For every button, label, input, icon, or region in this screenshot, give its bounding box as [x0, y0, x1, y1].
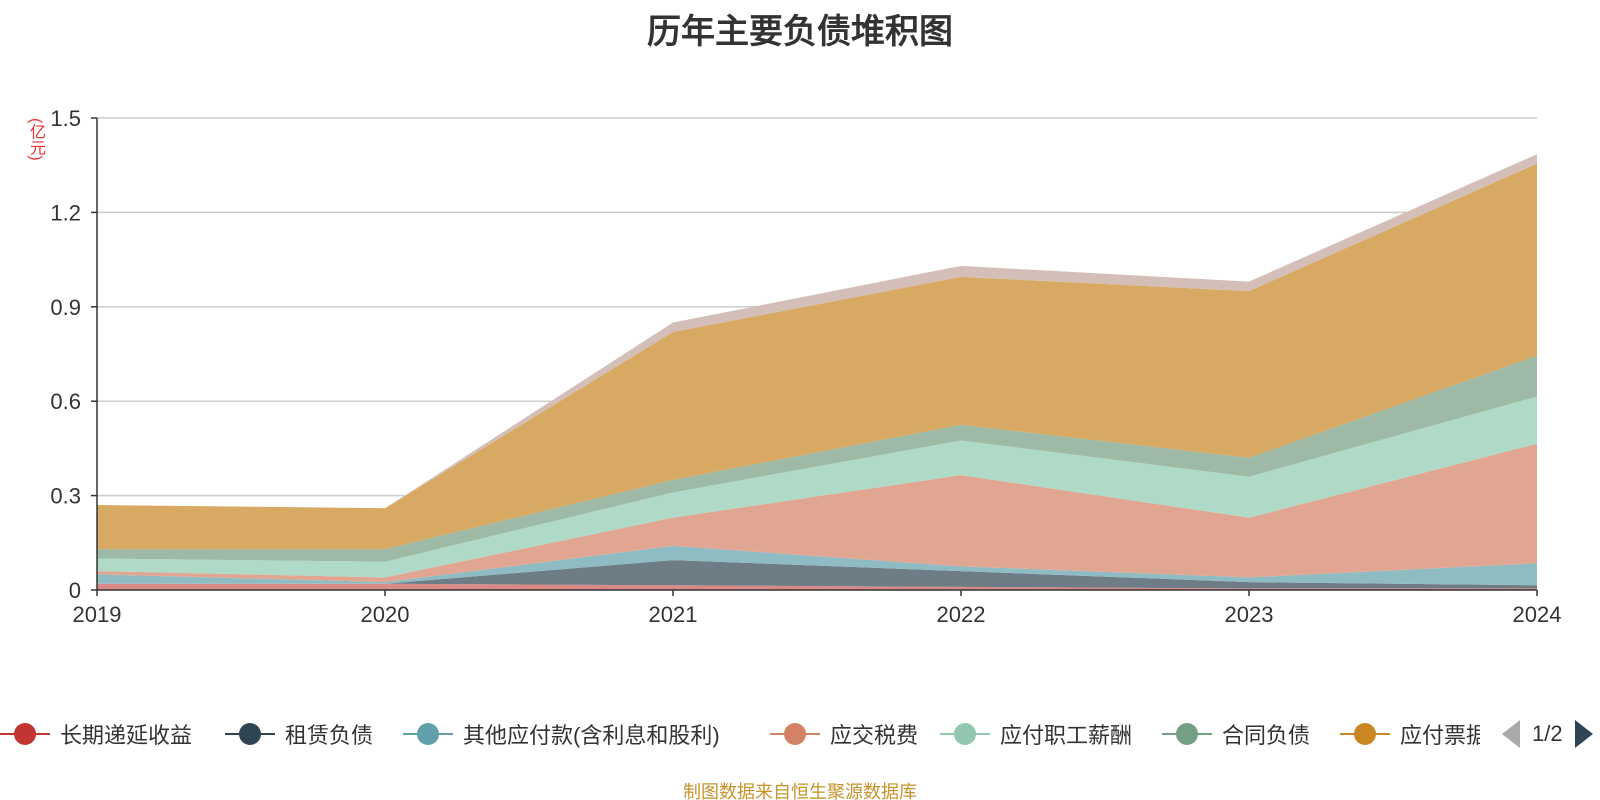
- legend-label: 合同负债: [1222, 723, 1311, 748]
- legend-label: 应付职工薪酬: [1000, 723, 1133, 748]
- legend-label: 长期递延收益: [60, 723, 193, 748]
- x-tick-label: 2022: [937, 602, 986, 627]
- legend-item-lease-liabilities[interactable]: 租赁负债: [225, 712, 395, 756]
- legend-marker-icon: [0, 712, 50, 756]
- y-tick-label: 1.5: [50, 106, 81, 131]
- y-tick-label: 0.9: [50, 295, 81, 320]
- legend-marker-icon: [940, 712, 990, 756]
- legend-prev-page-icon[interactable]: [1502, 720, 1520, 748]
- area-series-0[interactable]: [97, 583, 1537, 590]
- legend-next-page-icon[interactable]: [1574, 720, 1593, 748]
- legend-marker-icon: [403, 712, 453, 756]
- legend-item-long-term-deferred-income[interactable]: 长期递延收益: [0, 712, 210, 756]
- legend-label: 其他应付款(含利息和股利): [463, 723, 720, 748]
- legend-item-other-payables[interactable]: 其他应付款(含利息和股利): [403, 712, 763, 756]
- chart-title: 历年主要负债堆积图: [647, 13, 953, 51]
- area-series-3[interactable]: [97, 443, 1537, 583]
- legend-item-employee-compensation-payable[interactable]: 应付职工薪酬: [940, 712, 1160, 756]
- legend-label: 应交税费: [830, 723, 919, 748]
- legend-marker-icon: [1162, 712, 1212, 756]
- area-series-1[interactable]: [97, 560, 1537, 589]
- x-tick-label: 2023: [1225, 602, 1274, 627]
- y-axis-unit-label: (亿元): [27, 118, 44, 161]
- area-series-6[interactable]: [97, 163, 1537, 550]
- legend-item-taxes-payable[interactable]: 应交税费: [770, 712, 940, 756]
- area-series-layer: [97, 154, 1537, 590]
- legend-page-indicator: 1/2: [1532, 721, 1563, 746]
- legend-pager: 1/2: [1502, 716, 1593, 752]
- x-tick-label: 2024: [1513, 602, 1562, 627]
- area-series-2[interactable]: [97, 545, 1537, 586]
- area-series-4[interactable]: [97, 396, 1537, 578]
- x-tick-label: 2021: [649, 602, 698, 627]
- legend-label: 租赁负债: [285, 723, 374, 748]
- x-tick-label: 2019: [73, 602, 122, 627]
- legend-label: 应付票据: [1400, 723, 1480, 748]
- legend-marker-icon: [770, 712, 820, 756]
- legend: 长期递延收益 租赁负债 其他应付款(含利息和股利) 应交税费 应付职工薪酬 合同…: [0, 712, 1600, 756]
- stacked-area-chart: 0 0.3 0.6 0.9 1.2 1.5 2019 2020 2021 2022 2023 2024: [50, 106, 1561, 627]
- x-tick-label: 2020: [361, 602, 410, 627]
- data-source-note: 制图数据来自恒生聚源数据库: [683, 782, 917, 800]
- axes: 0 0.3 0.6 0.9 1.2 1.5 2019 2020 2021 2022 2023 2024: [50, 106, 1561, 627]
- y-tick-label: 0.3: [50, 484, 81, 509]
- area-series-5[interactable]: [97, 355, 1537, 562]
- y-tick-label: 0.6: [50, 389, 81, 414]
- legend-item-notes-payable[interactable]: 应付票据: [1340, 712, 1480, 756]
- y-tick-label: 0: [69, 578, 81, 603]
- legend-marker-icon: [225, 712, 275, 756]
- legend-marker-icon: [1340, 712, 1390, 756]
- y-tick-label: 1.2: [50, 200, 81, 225]
- legend-item-contract-liabilities[interactable]: 合同负债: [1162, 712, 1332, 756]
